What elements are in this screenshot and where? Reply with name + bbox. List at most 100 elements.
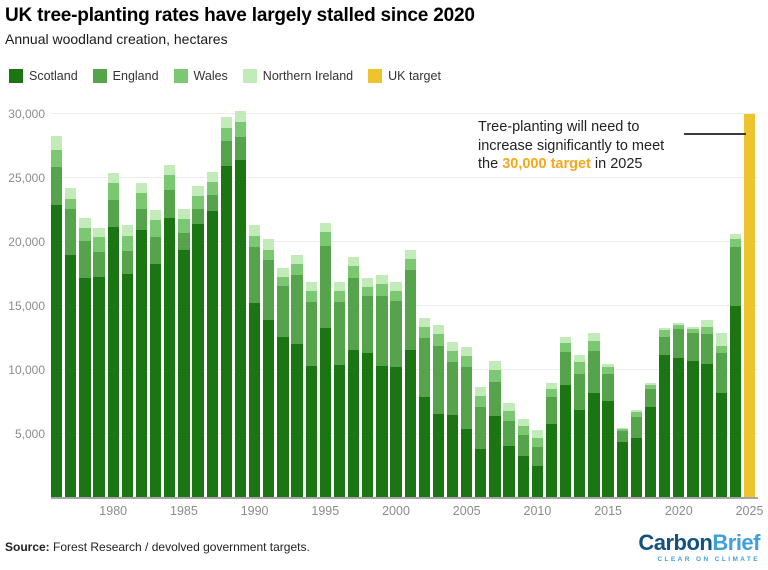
bar-segment-scotland[interactable] (644, 407, 657, 498)
bar-segment-northern-ireland[interactable] (475, 386, 487, 396)
bar-segment-scotland[interactable] (503, 445, 515, 498)
bar-segment-northern-ireland[interactable] (277, 267, 289, 277)
bar-segment-scotland[interactable] (701, 363, 713, 498)
bar-segment-england[interactable] (644, 389, 657, 408)
bar-segment-northern-ireland[interactable] (121, 225, 133, 236)
bar-segment-northern-ireland[interactable] (93, 227, 105, 237)
bar-segment-england[interactable] (673, 329, 685, 359)
bar-segment-scotland[interactable] (489, 416, 501, 498)
bar-segment-northern-ireland[interactable] (630, 409, 643, 413)
bar-segment-england[interactable] (687, 332, 699, 362)
bar-segment-wales[interactable] (178, 218, 190, 234)
bar-segment-england[interactable] (404, 270, 416, 350)
bar-segment-scotland[interactable] (545, 423, 558, 498)
bar-target-2025[interactable] (743, 114, 756, 498)
bar-1983[interactable] (149, 210, 162, 498)
bar-segment-wales[interactable] (390, 290, 402, 301)
bar-segment-england[interactable] (263, 259, 275, 321)
bar-segment-scotland[interactable] (220, 166, 232, 498)
bar-segment-scotland[interactable] (432, 413, 445, 498)
bar-segment-northern-ireland[interactable] (79, 217, 91, 228)
bar-1992[interactable] (277, 267, 289, 498)
bar-segment-wales[interactable] (701, 326, 713, 335)
bar-segment-wales[interactable] (347, 266, 360, 278)
bar-segment-northern-ireland[interactable] (446, 341, 459, 351)
bar-segment-england[interactable] (531, 446, 544, 467)
bar-segment-scotland[interactable] (178, 249, 190, 498)
bar-1979[interactable] (93, 227, 105, 498)
bar-segment-wales[interactable] (248, 235, 261, 248)
bar-segment-england[interactable] (65, 208, 77, 255)
bar-segment-northern-ireland[interactable] (545, 382, 558, 390)
bar-1997[interactable] (347, 257, 360, 498)
bar-segment-northern-ireland[interactable] (418, 317, 430, 327)
bar-segment-northern-ireland[interactable] (659, 327, 671, 331)
bar-segment-wales[interactable] (277, 276, 289, 286)
bar-segment-england[interactable] (93, 252, 105, 277)
bar-segment-england[interactable] (79, 240, 91, 278)
bar-segment-england[interactable] (291, 275, 303, 345)
bar-1989[interactable] (234, 111, 247, 498)
bar-segment-scotland[interactable] (93, 276, 105, 498)
bar-segment-northern-ireland[interactable] (248, 225, 261, 236)
bar-segment-wales[interactable] (65, 198, 77, 209)
bar-segment-scotland[interactable] (362, 353, 374, 498)
bar-segment-wales[interactable] (305, 290, 317, 303)
bar-1994[interactable] (305, 281, 317, 498)
bar-segment-scotland[interactable] (51, 204, 63, 498)
bar-segment-wales[interactable] (545, 389, 558, 397)
bar-segment-england[interactable] (418, 338, 430, 397)
bar-2019[interactable] (659, 327, 671, 498)
bar-segment-england[interactable] (432, 345, 445, 414)
bar-segment-wales[interactable] (475, 395, 487, 408)
bar-2008[interactable] (503, 403, 515, 498)
bar-segment-northern-ireland[interactable] (362, 277, 374, 287)
bar-segment-wales[interactable] (206, 181, 218, 195)
bar-segment-england[interactable] (659, 336, 671, 355)
bar-segment-scotland[interactable] (560, 385, 572, 498)
bar-segment-northern-ireland[interactable] (503, 403, 515, 411)
bar-segment-northern-ireland[interactable] (616, 427, 628, 429)
bar-segment-scotland[interactable] (291, 344, 303, 498)
bar-segment-scotland[interactable] (602, 400, 614, 498)
bar-segment-england[interactable] (545, 396, 558, 424)
bar-segment-england[interactable] (248, 247, 261, 304)
bar-segment-england[interactable] (305, 302, 317, 367)
bar-segment-scotland[interactable] (729, 306, 742, 498)
bar-segment-england[interactable] (220, 140, 232, 167)
bar-segment-wales[interactable] (729, 239, 742, 248)
bar-segment-scotland[interactable] (517, 455, 529, 498)
bar-segment-northern-ireland[interactable] (263, 239, 275, 250)
bar-2013[interactable] (574, 354, 586, 498)
bar-segment-wales[interactable] (362, 286, 374, 296)
bar-segment-wales[interactable] (376, 284, 388, 296)
bar-2022[interactable] (701, 320, 713, 498)
bar-1982[interactable] (135, 183, 148, 498)
bar-segment-england[interactable] (446, 362, 459, 415)
bar-segment-wales[interactable] (588, 340, 600, 351)
bar-segment-scotland[interactable] (319, 327, 331, 498)
bar-1986[interactable] (192, 185, 204, 498)
bar-segment-wales[interactable] (616, 428, 628, 432)
bar-segment-wales[interactable] (135, 193, 148, 209)
bar-2016[interactable] (616, 427, 628, 498)
bar-1981[interactable] (121, 225, 133, 498)
bar-segment-northern-ireland[interactable] (715, 332, 727, 346)
bar-segment-scotland[interactable] (164, 217, 176, 498)
bar-segment-northern-ireland[interactable] (560, 336, 572, 344)
bar-segment-scotland[interactable] (65, 254, 77, 498)
bar-1991[interactable] (263, 239, 275, 498)
bar-segment-scotland[interactable] (277, 336, 289, 498)
bar-segment-scotland[interactable] (333, 364, 346, 498)
bar-segment-wales[interactable] (673, 325, 685, 330)
bar-segment-scotland[interactable] (659, 354, 671, 498)
bar-segment-wales[interactable] (418, 326, 430, 339)
bar-segment-northern-ireland[interactable] (206, 171, 218, 182)
bar-segment-wales[interactable] (531, 437, 544, 447)
bar-2010[interactable] (531, 430, 544, 498)
bar-2002[interactable] (418, 317, 430, 498)
bar-2024[interactable] (729, 234, 742, 498)
bar-2023[interactable] (715, 332, 727, 498)
bar-segment-england[interactable] (376, 295, 388, 367)
bar-segment-northern-ireland[interactable] (432, 325, 445, 335)
